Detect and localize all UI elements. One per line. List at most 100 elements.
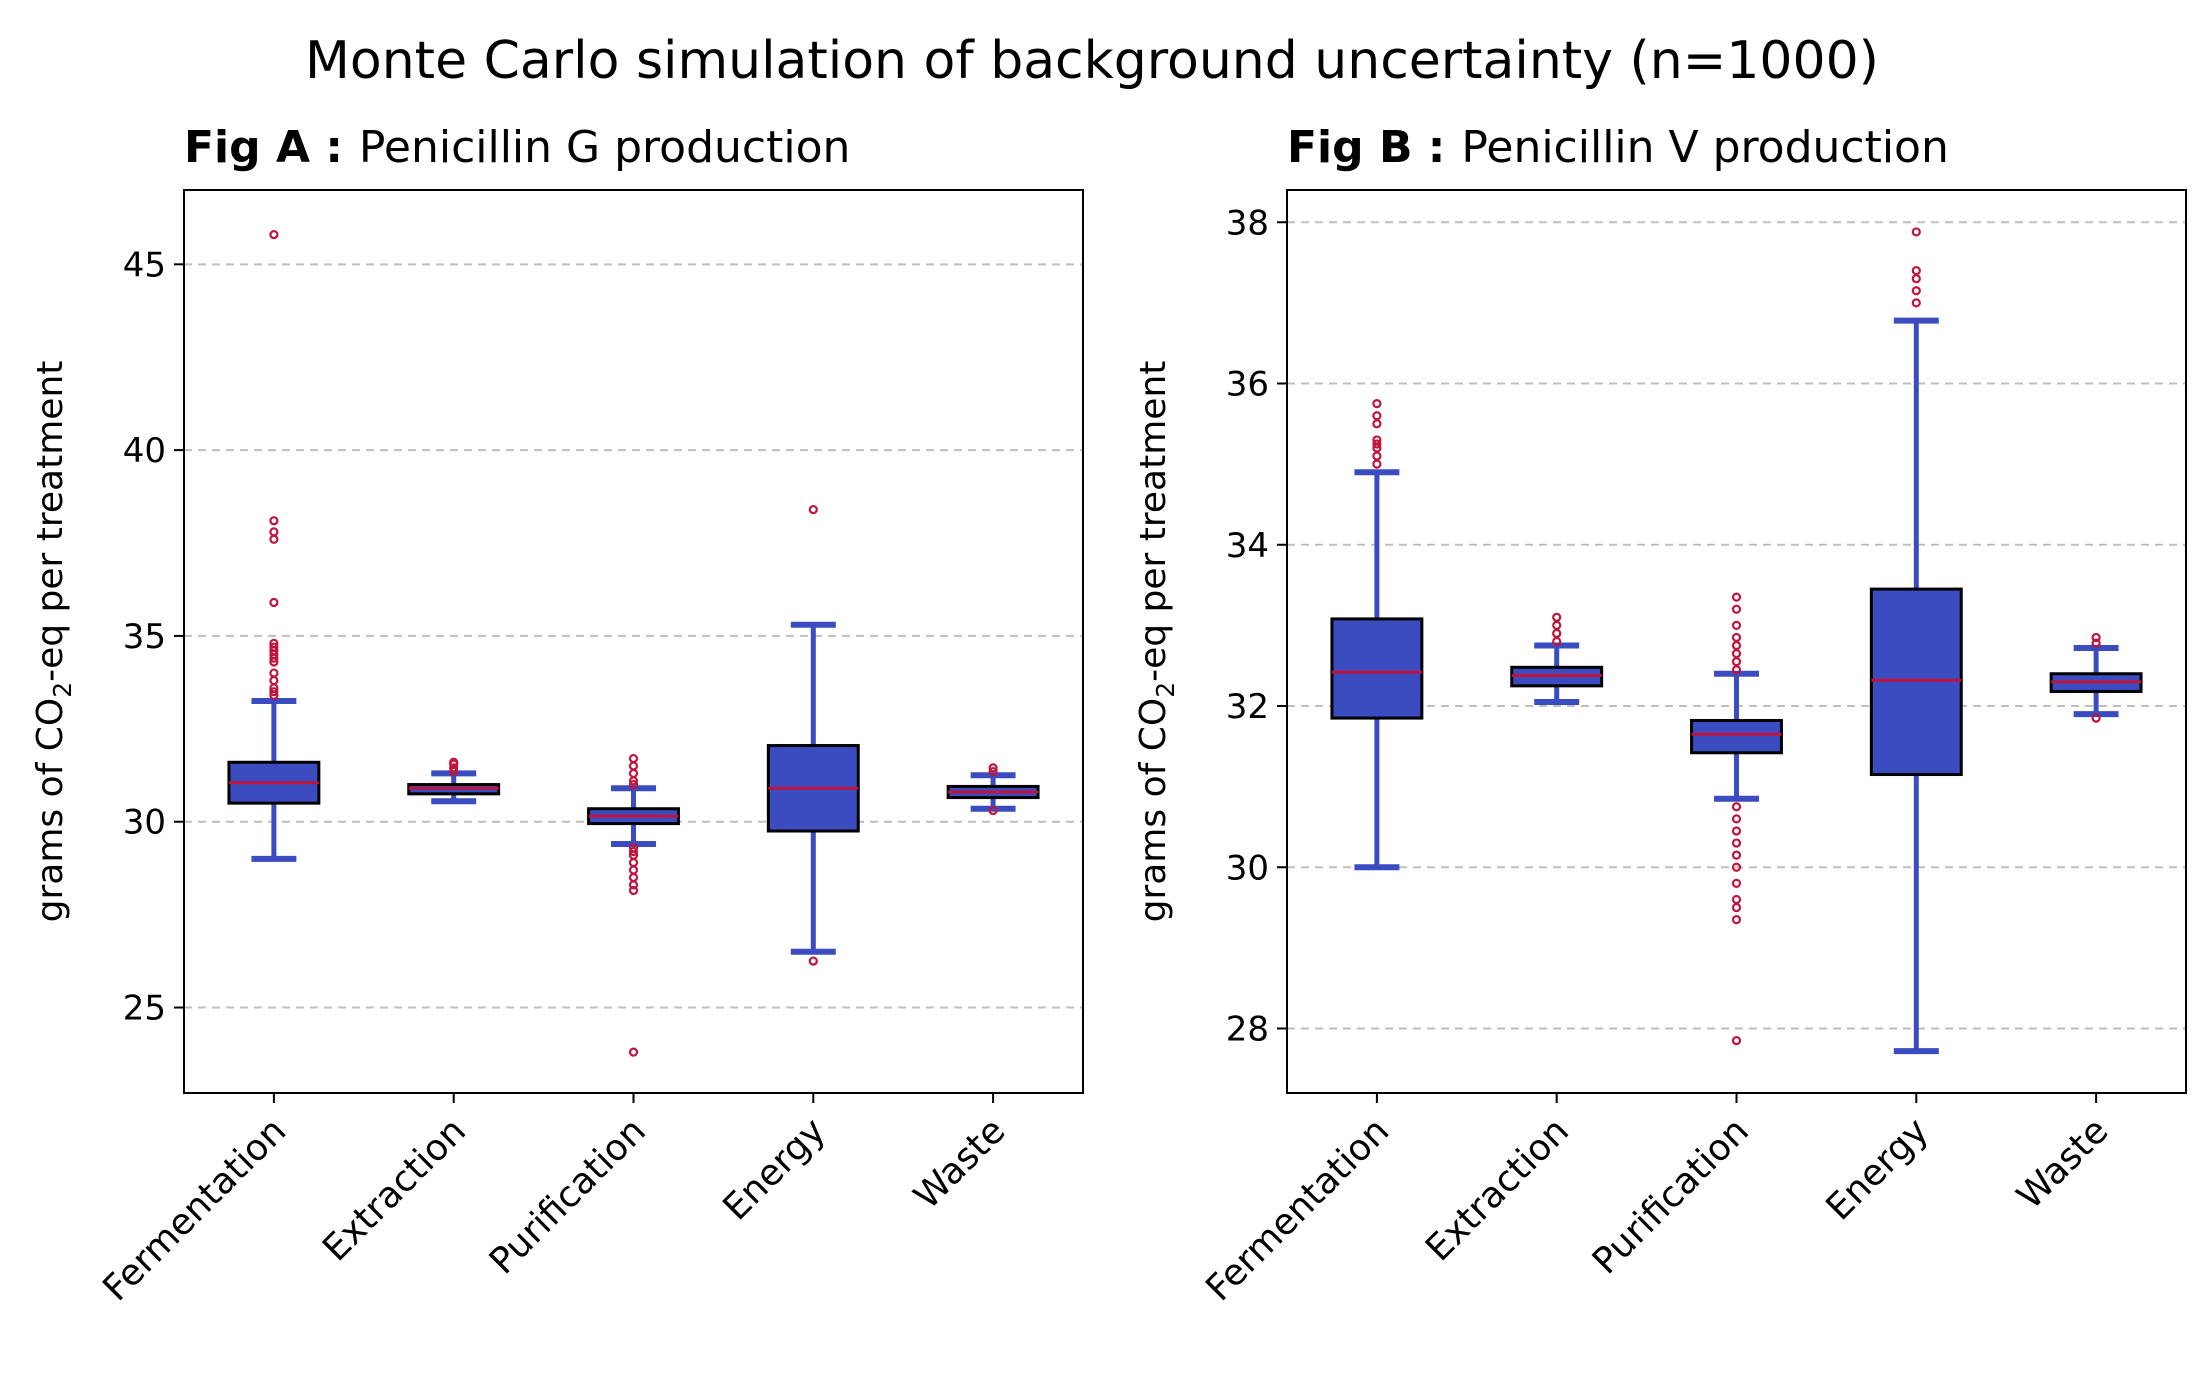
- outlier-point: [1911, 227, 1921, 237]
- y-tick-label: 35: [123, 617, 166, 657]
- y-tick-label: 30: [1226, 848, 1269, 888]
- y-axis-label: grams of CO2-eq per treatment: [1133, 361, 1180, 923]
- outlier-point: [628, 880, 639, 890]
- box-waste: [946, 763, 1040, 816]
- outlier-point: [1372, 411, 1382, 421]
- outlier-point: [269, 527, 279, 537]
- box-fermentation: [227, 229, 321, 862]
- outlier-point: [1911, 266, 1921, 276]
- outlier-point: [1731, 862, 1742, 872]
- outlier-point: [1731, 915, 1742, 925]
- outlier-point: [628, 865, 639, 875]
- outlier-point: [1731, 850, 1742, 860]
- y-axis-label-prefix: grams of CO: [1133, 698, 1174, 923]
- y-tick-label: 25: [123, 989, 166, 1029]
- outlier-point: [269, 687, 279, 697]
- x-tick-label-waste: Waste: [2009, 1110, 2116, 1217]
- y-axis-label-prefix: grams of CO: [30, 698, 71, 923]
- box-energy: [1869, 227, 1963, 1055]
- x-tick-label-energy: Energy: [1819, 1110, 1937, 1228]
- outlier-point: [2091, 632, 2101, 643]
- figure-title: Monte Carlo simulation of background unc…: [305, 31, 1879, 91]
- box-energy: [766, 504, 860, 966]
- panel-title: Fig A : Penicillin G production: [184, 122, 850, 173]
- x-tick-label-waste: Waste: [906, 1110, 1013, 1217]
- outlier-point: [269, 653, 279, 663]
- outlier-point: [988, 805, 998, 816]
- box-waste: [2049, 632, 2143, 723]
- outlier-point: [1731, 814, 1742, 824]
- outlier-point: [628, 846, 639, 857]
- outlier-point: [449, 757, 459, 767]
- outlier-point: [1731, 632, 1742, 643]
- y-tick-label: 38: [1226, 203, 1269, 243]
- outlier-point: [1731, 902, 1742, 913]
- outlier-point: [269, 534, 279, 544]
- outlier-point: [1731, 894, 1742, 905]
- chart-panel-b: 28 30 32 34 36 38 Fermentation Extraction Purifi…: [1133, 122, 2187, 1309]
- outlier-point: [628, 761, 639, 771]
- y-tick-label: 32: [1226, 687, 1269, 727]
- outlier-point: [1731, 665, 1742, 675]
- outlier-point: [269, 657, 279, 667]
- outlier-point: [1372, 419, 1382, 429]
- outlier-point: [1911, 298, 1921, 308]
- outlier-point: [628, 872, 639, 883]
- panel-title: Fig B : Penicillin V production: [1287, 122, 1949, 173]
- outlier-point: [2091, 713, 2101, 723]
- box-body: [1690, 719, 1783, 755]
- outlier-point: [269, 229, 279, 240]
- outlier-point: [1911, 274, 1921, 284]
- outlier-point: [269, 675, 279, 686]
- outlier-point: [2091, 638, 2101, 648]
- box-extraction: [407, 757, 501, 805]
- x-tick-label-purification: Purification: [482, 1110, 654, 1282]
- y-axis-label: grams of CO2-eq per treatment: [30, 361, 77, 923]
- outlier-point: [1372, 399, 1382, 409]
- outlier-point: [1731, 878, 1742, 888]
- outlier-point: [988, 763, 998, 773]
- x-tick-label-extraction: Extraction: [315, 1110, 474, 1269]
- x-tick-label-purification: Purification: [1585, 1110, 1757, 1282]
- panel-title-label: Fig A :: [184, 122, 343, 173]
- y-tick-label: 34: [1226, 526, 1269, 566]
- box-purification: [587, 753, 680, 1057]
- y-axis-label-suffix: -eq per treatment: [30, 361, 71, 682]
- box-fermentation: [1330, 399, 1424, 871]
- x-tick-label-extraction: Extraction: [1418, 1110, 1577, 1269]
- y-tick-label: 40: [123, 431, 166, 471]
- outlier-point: [628, 753, 639, 764]
- x-tick-label-fermentation: Fermentation: [95, 1110, 294, 1309]
- outlier-point: [1731, 620, 1742, 630]
- chart-panel-a: 25 30 35 40 45 Fermentation Extraction Purifica…: [30, 122, 1084, 1309]
- box-body: [1330, 617, 1424, 720]
- y-axis-label-subscript: 2: [1151, 682, 1180, 698]
- outlier-point: [1372, 439, 1382, 449]
- outlier-point: [1552, 636, 1562, 647]
- outlier-point: [808, 956, 818, 966]
- outlier-point: [1552, 620, 1562, 630]
- outlier-point: [1731, 640, 1742, 651]
- y-tick-label: 45: [123, 245, 166, 285]
- outlier-point: [269, 690, 279, 700]
- panel-title-text: Penicillin V production: [1461, 122, 1948, 173]
- outlier-point: [1731, 826, 1742, 836]
- y-axis-label-suffix: -eq per treatment: [1133, 361, 1174, 682]
- outlier-point: [628, 858, 639, 868]
- outlier-point: [1911, 286, 1921, 296]
- outlier-point: [628, 779, 639, 790]
- outlier-point: [269, 668, 279, 678]
- outlier-point: [1731, 838, 1742, 848]
- outlier-point: [808, 504, 818, 515]
- outlier-point: [269, 516, 279, 526]
- panel-title-label: Fig B :: [1287, 122, 1445, 173]
- y-tick-label: 36: [1226, 365, 1269, 405]
- panel-title-text: Penicillin G production: [359, 122, 850, 173]
- plot-frame: [183, 189, 1084, 1094]
- outlier-point: [1552, 628, 1562, 639]
- outlier-point: [1731, 592, 1742, 602]
- outlier-point: [1731, 648, 1742, 659]
- box-body: [1869, 587, 1963, 777]
